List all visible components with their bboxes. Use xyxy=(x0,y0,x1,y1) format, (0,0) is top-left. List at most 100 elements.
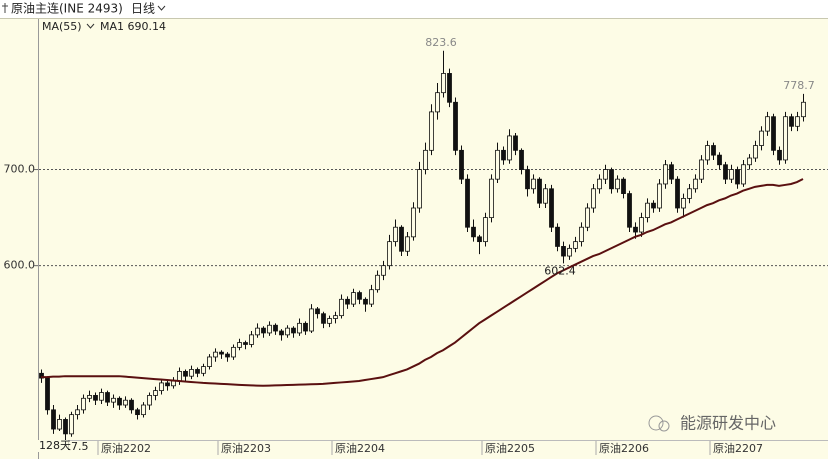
candle-body xyxy=(705,145,710,161)
candle-body xyxy=(693,178,698,190)
candle-body xyxy=(603,169,608,180)
candle-body xyxy=(183,370,188,377)
count-box xyxy=(38,440,68,452)
candle-body xyxy=(471,226,476,238)
candle-body xyxy=(99,392,104,401)
candle-body xyxy=(489,178,494,219)
candle-body xyxy=(309,308,314,332)
candle-body xyxy=(261,327,266,334)
candle-body xyxy=(723,164,728,180)
indicator-chevron[interactable] xyxy=(86,23,95,29)
candle-body xyxy=(483,217,488,243)
candle-body xyxy=(717,154,722,166)
candle-body xyxy=(81,397,86,411)
candle-body xyxy=(669,164,674,180)
ma-line xyxy=(41,178,804,387)
candle-body xyxy=(531,178,536,190)
candle-body xyxy=(333,315,338,319)
candle-body xyxy=(141,404,146,416)
candle-body xyxy=(525,169,530,190)
header-bar xyxy=(0,0,828,18)
candle-body xyxy=(459,149,464,180)
candle-body xyxy=(477,236,482,243)
watermark-icon xyxy=(648,415,664,431)
candle-body xyxy=(657,183,662,209)
candle-body xyxy=(429,111,434,151)
period-chevron[interactable] xyxy=(157,5,166,11)
candle-body xyxy=(609,169,614,190)
candle-body xyxy=(411,207,416,238)
candle-body xyxy=(369,289,374,305)
candle-body xyxy=(273,324,278,332)
candle-body xyxy=(303,322,308,332)
candle-body xyxy=(381,265,386,276)
candle-body xyxy=(681,197,686,209)
x-tick-label: 原油2206 xyxy=(599,441,649,455)
x-tick-label: 原油2203 xyxy=(221,441,271,455)
low-label: 602.4 xyxy=(544,264,576,277)
watermark-text: 能源研发中心 xyxy=(680,414,776,433)
candle-body xyxy=(543,188,548,204)
x-tick-label: 原油2207 xyxy=(713,441,763,455)
candle-body xyxy=(585,207,590,228)
candle-body xyxy=(351,292,356,305)
high-label: 823.6 xyxy=(425,36,457,49)
candle-body xyxy=(495,149,500,180)
candle-body xyxy=(447,73,452,103)
candle-body xyxy=(87,395,92,399)
candle-body xyxy=(237,342,242,348)
watermark-icon xyxy=(658,420,670,432)
candle-body xyxy=(297,322,302,334)
candle-body xyxy=(189,369,194,377)
candle-body xyxy=(699,159,704,180)
candle-body xyxy=(75,409,80,416)
candle-body xyxy=(171,380,176,387)
watermark: 能源研发中心 xyxy=(648,414,776,433)
candle-body xyxy=(651,202,656,209)
candle-body xyxy=(645,202,650,219)
candle-body xyxy=(243,342,248,345)
candle-body xyxy=(231,346,236,358)
candle-body xyxy=(177,370,182,382)
candle-body xyxy=(207,356,212,367)
candle-body xyxy=(123,399,128,406)
candle-body xyxy=(363,298,368,305)
candle-body xyxy=(375,274,380,291)
candle-body xyxy=(435,92,440,113)
last-high-label: 778.7 xyxy=(783,79,815,92)
candle-body xyxy=(501,149,506,161)
candle-body xyxy=(663,164,668,185)
candle-body xyxy=(513,135,518,151)
candle-body xyxy=(57,419,62,430)
ma-label: MA1 690.14 xyxy=(100,20,166,33)
candle-body xyxy=(465,178,470,228)
candle-body xyxy=(63,419,68,435)
candle-body xyxy=(393,226,398,243)
candle-body xyxy=(93,395,98,401)
candle-body xyxy=(747,157,752,166)
candle-body xyxy=(321,313,326,324)
candle-body xyxy=(399,226,404,252)
candle-body xyxy=(159,382,164,392)
x-tick-label: 原油2204 xyxy=(335,441,385,455)
candle-body xyxy=(777,149,782,161)
candle-body xyxy=(225,353,230,358)
candle-body xyxy=(507,135,512,161)
chart-title: 原油主连(INE 2493) xyxy=(11,1,123,16)
candle-body xyxy=(567,247,572,257)
candle-body xyxy=(591,188,596,209)
candle-body xyxy=(735,169,740,185)
indicator-label[interactable]: MA(55) xyxy=(42,20,82,33)
y-tick-label: 600.0 xyxy=(4,259,36,272)
period-selector[interactable]: 日线 xyxy=(131,2,155,16)
candle-body xyxy=(135,409,140,416)
candle-body xyxy=(405,236,410,252)
y-tick-label: 700.0 xyxy=(4,163,36,176)
period-count: 128天 xyxy=(39,439,71,452)
candle-body xyxy=(579,226,584,243)
candle-body xyxy=(45,377,50,411)
candle-body xyxy=(537,178,542,204)
x-tick-label: 原油2202 xyxy=(101,441,151,455)
